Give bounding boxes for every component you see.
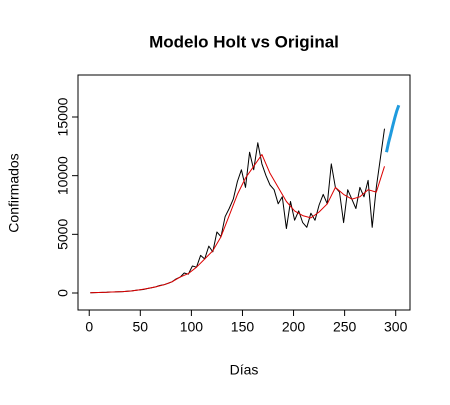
y-tick-label: 0 xyxy=(55,289,71,297)
y-tick-label: 5000 xyxy=(55,219,71,250)
x-tick-label: 100 xyxy=(180,319,204,335)
x-tick-label: 200 xyxy=(282,319,306,335)
x-tick-label: 250 xyxy=(333,319,357,335)
y-tick-label: 10000 xyxy=(55,156,71,195)
x-tick-label: 0 xyxy=(85,319,93,335)
series-line xyxy=(90,154,385,294)
y-axis-label: Confirmados xyxy=(6,153,22,232)
x-tick-label: 150 xyxy=(231,319,255,335)
x-tick-label: 50 xyxy=(133,319,149,335)
chart-title: Modelo Holt vs Original xyxy=(149,32,339,51)
x-axis-label: Días xyxy=(230,362,259,378)
series-line xyxy=(90,128,385,294)
y-tick-label: 15000 xyxy=(55,97,71,136)
x-tick-label: 300 xyxy=(384,319,408,335)
series-line xyxy=(385,104,401,153)
plot-box xyxy=(77,74,411,311)
